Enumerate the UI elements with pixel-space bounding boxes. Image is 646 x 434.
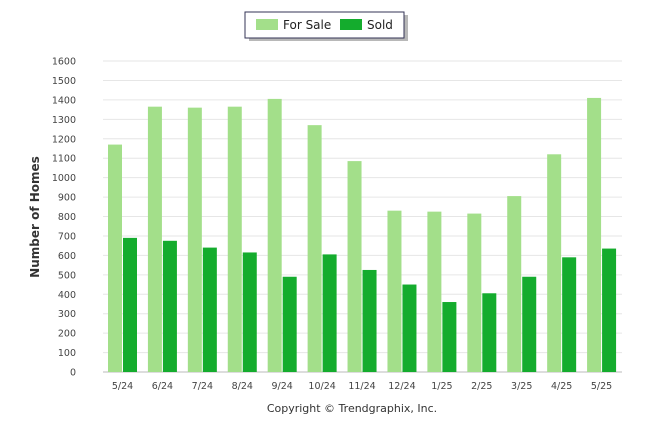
bar-for-sale (387, 210, 402, 372)
bar-for-sale (547, 154, 562, 372)
y-tick-label: 1200 (52, 134, 76, 145)
x-tick-label: 4/25 (551, 381, 572, 392)
bars (108, 97, 617, 373)
y-tick-label: 500 (58, 270, 76, 281)
x-tick-label: 11/24 (348, 381, 375, 392)
bar-sold (123, 237, 137, 372)
bar-sold (602, 248, 617, 372)
y-tick-label: 1100 (52, 154, 76, 165)
bar-sold (162, 240, 177, 372)
bar-for-sale (507, 196, 522, 372)
bar-sold (322, 254, 337, 372)
bar-sold (202, 247, 217, 372)
axes: 0 100 200 300 400 500 600 700 800 900 1000 1100 1200… (52, 57, 612, 393)
bar-for-sale (467, 213, 482, 372)
legend: For Sale Sold (244, 11, 408, 41)
x-tick-label: 3/25 (511, 381, 532, 392)
y-tick-label: 1000 (52, 173, 76, 184)
y-tick-label: 1400 (52, 95, 76, 106)
y-tick-label: 300 (58, 309, 76, 320)
y-tick-label: 600 (58, 251, 76, 262)
x-tick-label: 9/24 (272, 381, 293, 392)
bar-for-sale (587, 97, 602, 373)
copyright-text: Copyright © Trendgraphix, Inc. (267, 402, 437, 415)
bar-for-sale (108, 144, 122, 372)
x-tick-label: 7/24 (192, 381, 213, 392)
bar-for-sale (147, 106, 162, 372)
bar-sold (282, 276, 297, 372)
y-tick-label: 1500 (52, 76, 76, 87)
x-tick-label: 8/24 (232, 381, 253, 392)
legend-swatch-sold (340, 19, 362, 30)
x-tick-label: 2/25 (471, 381, 492, 392)
bar-sold (442, 302, 457, 372)
x-tick-label: 6/24 (152, 381, 173, 392)
y-tick-label: 900 (58, 193, 76, 204)
legend-swatch-for-sale (256, 19, 278, 30)
y-tick-label: 800 (58, 212, 76, 223)
y-tick-label: 400 (58, 290, 76, 301)
y-tick-label: 700 (58, 231, 76, 242)
bar-sold (402, 284, 417, 372)
y-axis-label: Number of Homes (28, 156, 42, 278)
x-tick-label: 5/24 (112, 381, 133, 392)
bar-sold (522, 276, 537, 372)
bar-for-sale (307, 125, 322, 372)
bar-for-sale (267, 98, 282, 372)
x-tick-label: 10/24 (308, 381, 335, 392)
legend-label-sold: Sold (367, 18, 393, 32)
bar-for-sale (347, 161, 362, 372)
x-tick-label: 5/25 (591, 381, 612, 392)
x-tick-label: 12/24 (388, 381, 415, 392)
y-tick-label: 0 (70, 368, 76, 379)
y-tick-label: 1600 (52, 57, 76, 68)
bar-sold (362, 269, 377, 372)
y-tick-label: 100 (58, 348, 76, 359)
legend-label-for-sale: For Sale (283, 18, 331, 32)
bar-for-sale (187, 107, 202, 373)
x-tick-label: 1/25 (431, 381, 452, 392)
bar-for-sale (227, 106, 242, 372)
y-tick-label: 200 (58, 329, 76, 340)
bar-sold (482, 293, 497, 372)
bar-for-sale (427, 211, 442, 372)
bar-sold (562, 257, 577, 372)
bar-sold (242, 252, 257, 372)
grid-lines (103, 60, 622, 373)
y-tick-label: 1300 (52, 115, 76, 126)
